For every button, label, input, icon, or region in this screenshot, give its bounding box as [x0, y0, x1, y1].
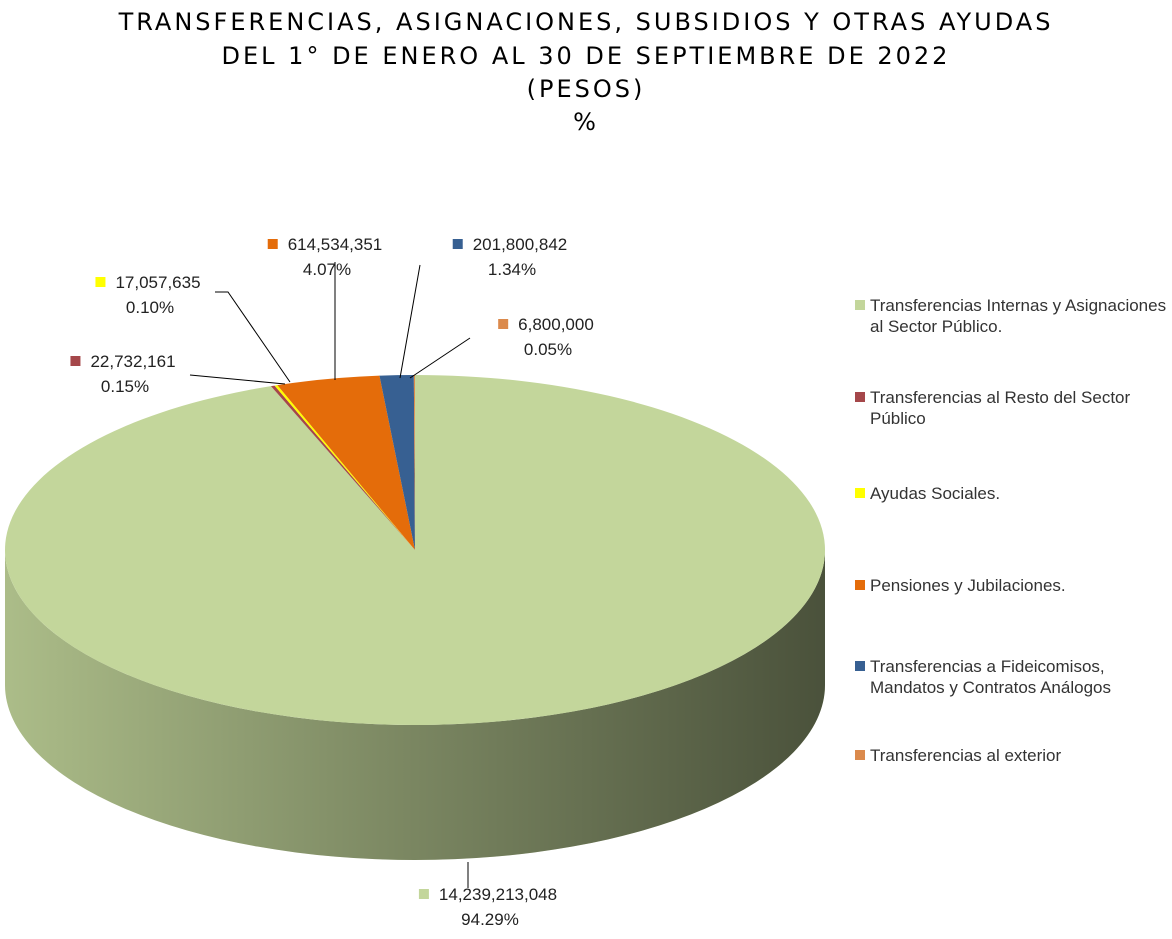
data-label: 0.10%: [126, 298, 174, 317]
data-label: 0.15%: [101, 377, 149, 396]
slice: [277, 375, 415, 550]
legend-swatch: [855, 580, 865, 590]
legend-label: Ayudas Sociales.: [870, 484, 1001, 503]
legend-item: Pensiones y Jubilaciones.: [855, 575, 1170, 596]
slice: [270, 385, 415, 550]
chart-subtitle: %: [573, 108, 599, 136]
legend-item: Transferencias al exterior: [855, 745, 1170, 766]
slice: [413, 375, 415, 550]
leader-line: [399, 264, 421, 379]
chart-title: TRANSFERENCIAS, ASIGNACIONES, SUBSIDIOS …: [118, 8, 1054, 36]
legend-item: Ayudas Sociales.: [855, 483, 1170, 504]
legend-label: Transferencias a Fideicomisos, Mandatos …: [870, 657, 1111, 697]
legend-label: Transferencias al exterior: [870, 746, 1062, 765]
leader-line: [189, 374, 286, 385]
legend-label: Pensiones y Jubilaciones.: [870, 576, 1066, 595]
label-swatch: [267, 239, 278, 249]
label-swatch: [70, 356, 81, 366]
data-label: 17,057,635: [115, 273, 200, 292]
legend-item: Transferencias al Resto del Sector Públi…: [855, 387, 1170, 429]
data-label: 1.34%: [488, 260, 536, 279]
data-label: 0.05%: [524, 340, 572, 359]
slice: [379, 375, 415, 550]
data-label: 94.29%: [461, 910, 519, 929]
legend-swatch: [855, 300, 865, 310]
data-label: 614,534,351: [288, 235, 383, 254]
leader-line: [409, 337, 471, 379]
legend-swatch: [855, 750, 865, 760]
legend-label: Transferencias Internas y Asignaciones a…: [870, 296, 1167, 336]
slice: [274, 385, 415, 550]
data-label: 22,732,161: [90, 352, 175, 371]
legend-label: Transferencias al Resto del Sector Públi…: [870, 388, 1131, 428]
data-label: 6,800,000: [518, 315, 594, 334]
legend-swatch: [855, 488, 865, 498]
slice-side-shade: [5, 550, 825, 860]
data-label: 201,800,842: [473, 235, 568, 254]
label-swatch: [452, 239, 463, 249]
legend-item: Transferencias Internas y Asignaciones a…: [855, 295, 1170, 337]
leader-line: [215, 291, 291, 383]
data-label: 14,239,213,048: [439, 885, 557, 904]
chart-title: DEL 1° DE ENERO AL 30 DE SEPTIEMBRE DE 2…: [222, 42, 951, 70]
legend-swatch: [855, 392, 865, 402]
chart-subtitle: (PESOS): [527, 75, 646, 103]
legend-item: Transferencias a Fideicomisos, Mandatos …: [855, 656, 1170, 698]
legend-swatch: [855, 661, 865, 671]
data-label: 4.07%: [303, 260, 351, 279]
label-swatch: [498, 319, 509, 329]
label-swatch: [418, 889, 429, 899]
label-swatch: [95, 277, 106, 287]
